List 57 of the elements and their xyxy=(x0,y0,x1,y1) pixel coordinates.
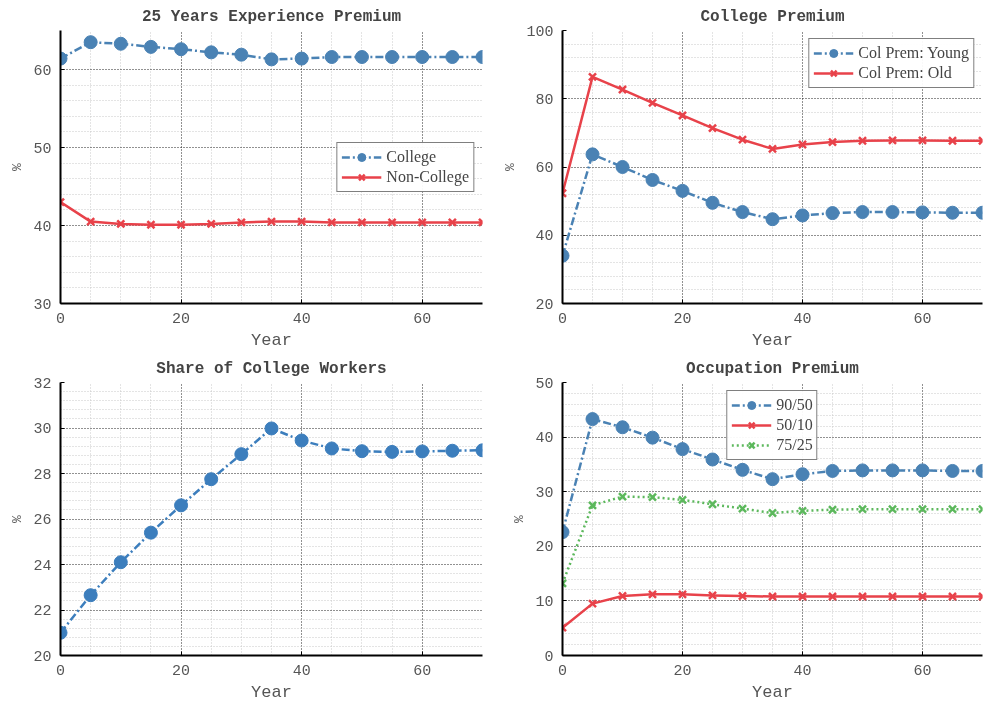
x-axis-title: Year xyxy=(251,330,292,350)
x-axis-title: Year xyxy=(752,682,793,702)
y-tick-label: 10 xyxy=(535,593,554,611)
legend-label: Col Prem: Old xyxy=(858,64,952,82)
legend-label: 50/10 xyxy=(776,416,813,434)
x-tick-label: 40 xyxy=(292,662,311,680)
y-tick-label: 26 xyxy=(33,512,52,529)
x-tick-label: 20 xyxy=(673,310,692,328)
x-tick-label: 60 xyxy=(913,662,932,680)
y-tick-label: 40 xyxy=(535,228,554,246)
y-axis-title: % xyxy=(503,162,519,171)
chart-title: 25 Years Experience Premium xyxy=(141,7,402,26)
chart-title: Share of College Workers xyxy=(156,359,387,378)
y-tick-label: 40 xyxy=(33,218,52,236)
y-axis-title: % xyxy=(10,514,26,523)
y-tick-label: 50 xyxy=(535,375,554,393)
chart-title: College Premium xyxy=(700,7,845,26)
x-tick-label: 40 xyxy=(292,310,311,328)
legend-label: 75/25 xyxy=(776,436,813,454)
y-tick-label: 24 xyxy=(33,557,52,575)
y-tick-label: 30 xyxy=(535,484,554,502)
y-tick-label: 60 xyxy=(33,62,52,80)
x-tick-label: 60 xyxy=(913,310,932,328)
x-tick-label: 60 xyxy=(413,662,432,680)
x-tick-label: 20 xyxy=(172,662,191,680)
y-tick-label: 20 xyxy=(535,296,554,314)
y-tick-label: 0 xyxy=(544,648,554,666)
legend-label: College xyxy=(386,147,437,166)
y-tick-label: 100 xyxy=(526,23,554,41)
y-tick-label: 20 xyxy=(535,539,554,557)
legend-label: Col Prem: Young xyxy=(858,44,969,62)
y-tick-label: 32 xyxy=(33,375,52,393)
chart-title: Occupation Premium xyxy=(686,359,860,378)
legend-label: 90/50 xyxy=(776,396,813,414)
y-tick-label: 40 xyxy=(535,430,554,448)
y-tick-label: 20 xyxy=(33,648,52,666)
y-tick-label: 30 xyxy=(33,296,52,314)
x-tick-label: 20 xyxy=(172,310,191,328)
y-axis-title: % xyxy=(10,162,26,171)
legend-label: Non-College xyxy=(386,167,469,186)
y-tick-label: 50 xyxy=(33,140,52,158)
x-tick-label: 0 xyxy=(56,310,66,328)
y-axis-title: % xyxy=(512,514,528,523)
x-tick-label: 0 xyxy=(558,662,568,680)
x-tick-label: 0 xyxy=(558,310,568,328)
x-axis-title: Year xyxy=(251,682,292,702)
y-tick-label: 28 xyxy=(33,466,52,484)
x-tick-label: 40 xyxy=(793,310,812,328)
x-tick-label: 40 xyxy=(793,662,812,680)
x-tick-label: 60 xyxy=(413,310,432,328)
y-tick-label: 60 xyxy=(535,160,554,177)
x-tick-label: 20 xyxy=(673,662,692,680)
y-tick-label: 30 xyxy=(33,421,52,438)
x-axis-title: Year xyxy=(752,330,793,350)
y-tick-label: 80 xyxy=(535,91,554,109)
x-tick-label: 0 xyxy=(56,662,66,680)
y-tick-label: 22 xyxy=(33,603,52,620)
